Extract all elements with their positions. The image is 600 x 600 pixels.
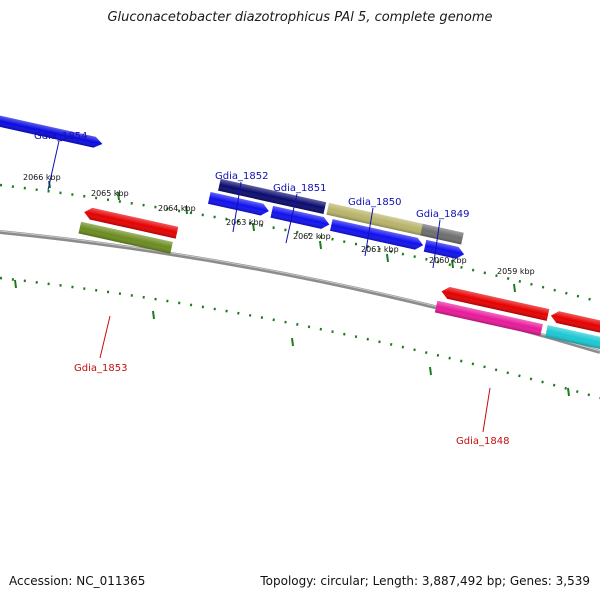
leader-line-gdia-1854	[47, 140, 60, 191]
forward-gene-row-lower	[207, 192, 465, 259]
leader-line-gdia-1853	[99, 315, 111, 359]
leader-line-gdia-1849	[432, 219, 441, 269]
kbp-label: 2060 kbp	[429, 256, 467, 265]
leader-lines	[47, 140, 491, 433]
major-tick	[152, 310, 155, 320]
inner-tick-ring	[0, 276, 600, 400]
gene-label-gdia-1851[interactable]: Gdia_1851	[273, 183, 326, 194]
inner-tick-dots	[0, 276, 600, 400]
gene-label-gdia-1848[interactable]: Gdia_1848	[456, 436, 509, 447]
genome-backbone-highlight	[0, 230, 600, 352]
major-tick	[185, 205, 188, 215]
gene-label-gdia-1849[interactable]: Gdia_1849	[416, 209, 469, 220]
gene-shading	[330, 219, 424, 250]
gene-shading	[423, 239, 465, 259]
gene-label-gdia-1854[interactable]: Gdia_1854	[34, 131, 87, 142]
gene-shading	[78, 221, 173, 254]
gene-shading	[84, 207, 179, 239]
outer-tick-ring	[0, 180, 600, 304]
leader-line-gdia-1850	[364, 207, 374, 257]
major-tick	[291, 337, 294, 347]
gene-label-gdia-1853[interactable]: Gdia_1853	[74, 363, 127, 374]
gene-shading	[326, 202, 423, 236]
major-tick	[567, 387, 570, 397]
kbp-label: 2062 kbp	[293, 232, 331, 241]
major-tick	[513, 283, 516, 293]
kbp-label: 2063 kbp	[226, 218, 264, 227]
gene-labels: Gdia_1854 Gdia_1852 Gdia_1851 Gdia_1850 …	[34, 131, 509, 447]
gene-shading	[270, 205, 330, 229]
major-tick	[14, 279, 17, 289]
gene-shading	[550, 311, 600, 340]
forward-strand-genes	[0, 112, 465, 259]
kbp-label: 2064 kbp	[158, 204, 196, 213]
accession-text: Accession: NC_011365	[9, 574, 146, 588]
kbp-label: 2059 kbp	[497, 267, 535, 276]
major-tick	[117, 191, 120, 201]
reverse-strand-genes	[78, 207, 600, 355]
major-tick	[451, 259, 454, 269]
leader-line-gdia-1848	[482, 387, 491, 433]
gene-shading	[434, 300, 543, 336]
major-tick	[386, 253, 389, 263]
kbp-label: 2065 kbp	[91, 189, 129, 198]
genome-summary-text: Topology: circular; Length: 3,887,492 bp…	[260, 574, 590, 588]
kbp-labels: 2066 kbp 2065 kbp 2064 kbp 2063 kbp 2062…	[23, 173, 535, 276]
outer-tick-dots	[0, 183, 600, 304]
gene-label-gdia-1852[interactable]: Gdia_1852	[215, 171, 268, 182]
kbp-label: 2066 kbp	[23, 173, 61, 182]
leader-line-gdia-1852	[232, 181, 242, 233]
map-title: Gluconacetobacter diazotrophicus PAl 5, …	[107, 10, 493, 25]
genome-backbone	[0, 230, 600, 354]
gene-shading	[0, 112, 103, 148]
kbp-label: 2061 kbp	[361, 245, 399, 254]
major-tick	[319, 240, 322, 250]
reverse-gene-row-upper	[84, 207, 600, 340]
major-tick	[252, 222, 255, 232]
major-tick	[429, 366, 432, 376]
gene-shading	[420, 223, 464, 245]
gene-shading	[207, 192, 269, 216]
reverse-gene-row-lower	[78, 221, 600, 355]
leader-line-gdia-1851	[285, 193, 298, 244]
gene-shading	[218, 178, 327, 214]
forward-gene-row-upper	[0, 112, 464, 245]
gene-shading	[441, 287, 550, 321]
gene-label-gdia-1850[interactable]: Gdia_1850	[348, 197, 401, 208]
gene-shading	[545, 325, 600, 355]
